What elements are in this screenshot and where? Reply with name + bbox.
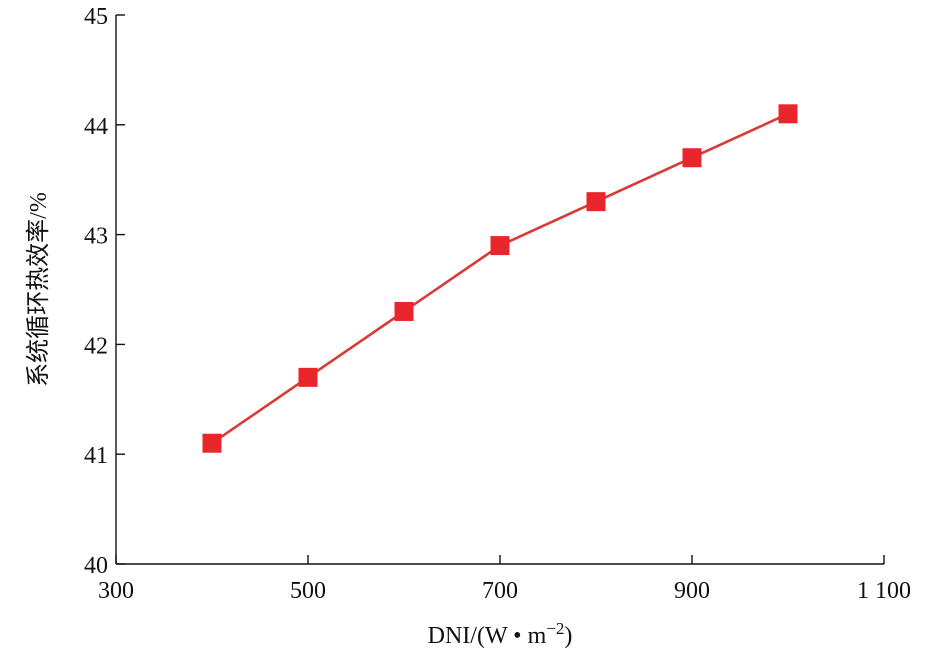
data-point-marker	[298, 367, 318, 387]
x-tick-label: 300	[98, 578, 134, 604]
chart-axes	[115, 15, 884, 565]
x-axis-title-close: )	[564, 623, 572, 649]
data-point-marker	[682, 148, 702, 168]
y-tick-label: 44	[84, 114, 108, 140]
y-axis-title: 系统循环热效率/%	[25, 192, 52, 387]
y-axis-ticks: 40 41 42 43 44 45	[84, 4, 125, 579]
y-tick-label: 43	[84, 224, 108, 250]
data-point-marker	[394, 301, 414, 321]
x-axis-title-exponent: −2	[546, 619, 564, 638]
x-tick-label: 900	[674, 578, 710, 604]
data-point-marker	[202, 433, 222, 453]
x-tick-label: 500	[290, 578, 326, 604]
x-axis-ticks: 300 500 700 900 1 100	[98, 555, 911, 604]
data-point-marker	[490, 236, 510, 256]
y-tick-label: 42	[84, 333, 108, 359]
y-tick-label: 45	[84, 4, 108, 30]
x-axis-title-main: DNI/(W • m	[428, 623, 547, 649]
y-tick-label: 41	[84, 443, 108, 469]
data-point-marker	[778, 104, 798, 124]
y-tick-label: 40	[84, 553, 108, 579]
x-tick-label: 1 100	[857, 578, 911, 604]
x-tick-label: 700	[482, 578, 518, 604]
data-series	[202, 104, 798, 453]
data-point-marker	[586, 192, 606, 212]
series-line	[211, 112, 789, 445]
x-axis-title: DNI/(W • m−2)	[428, 619, 573, 649]
